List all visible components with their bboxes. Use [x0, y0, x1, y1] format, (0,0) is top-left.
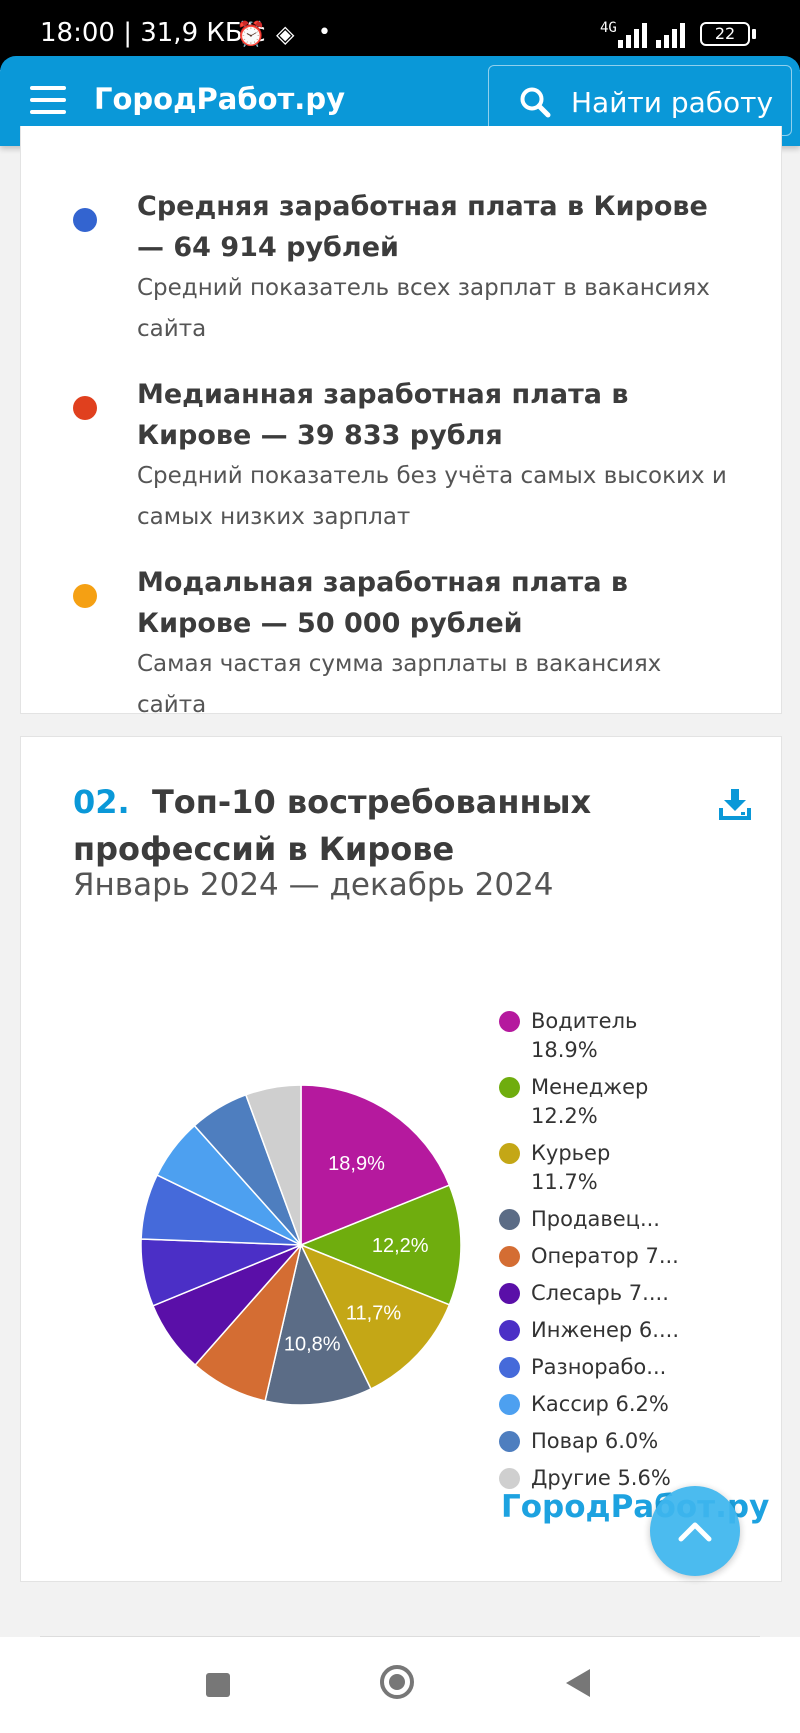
legend-swatch	[499, 1143, 520, 1164]
legend-value: 12.2%	[531, 1104, 598, 1128]
find-job-label: Найти работу	[571, 86, 774, 119]
network-type: 4G	[600, 20, 617, 36]
legend-swatch	[499, 1011, 520, 1032]
legend-item[interactable]: Слесарь 7....	[499, 1279, 739, 1308]
legend-item[interactable]: Курьер 11.7%	[499, 1139, 739, 1197]
pie-slice[interactable]	[244, 1085, 302, 1246]
top-professions-card: 02. Топ-10 востребованных профессий в Ки…	[20, 736, 782, 1582]
legend-swatch	[499, 1283, 520, 1304]
pie-slice[interactable]	[264, 1242, 372, 1405]
stat-average-desc: Средний показатель всех зарплат в ваканс…	[137, 275, 710, 342]
stat-dot-mode	[73, 584, 97, 608]
legend-label: Оператор 7...	[531, 1244, 679, 1268]
system-nav-bar	[0, 1637, 800, 1733]
legend-value: 18.9%	[531, 1038, 598, 1062]
menu-icon[interactable]	[30, 86, 66, 116]
chevron-up-icon	[678, 1522, 712, 1542]
stat-average-title: Средняя заработная плата в Кирове — 64 9…	[137, 191, 708, 263]
legend-swatch	[499, 1468, 520, 1489]
section-title: 02. Топ-10 востребованных профессий в Ки…	[73, 779, 673, 873]
legend-swatch	[499, 1394, 520, 1415]
scroll-top-button[interactable]	[650, 1486, 740, 1576]
legend-label: Курьер	[531, 1141, 611, 1165]
notification-dot-icon: •	[318, 20, 331, 45]
legend-swatch	[499, 1077, 520, 1098]
download-icon[interactable]	[719, 787, 751, 821]
legend-value: 11.7%	[531, 1170, 598, 1194]
stat-median-title: Медианная заработная плата в Кирове — 39…	[137, 379, 629, 451]
section-subtitle: Январь 2024 — декабрь 2024	[73, 867, 554, 903]
pie-slice[interactable]	[298, 1184, 461, 1306]
legend-item[interactable]: Менеджер 12.2%	[499, 1073, 739, 1131]
legend-label: Продавец...	[531, 1207, 660, 1231]
stat-mode-title: Модальная заработная плата в Кирове — 50…	[137, 567, 629, 639]
legend-item[interactable]: Повар 6.0%	[499, 1427, 739, 1456]
recents-button[interactable]	[206, 1673, 230, 1697]
stat-dot-average	[73, 208, 97, 232]
brand-logo[interactable]: ГородРабот.ру	[94, 82, 345, 116]
legend-label: Менеджер	[531, 1075, 649, 1099]
stat-median-desc: Средний показатель без учёта самых высок…	[137, 463, 727, 530]
legend-label: Слесарь 7....	[531, 1281, 669, 1305]
divider	[40, 1636, 760, 1637]
battery-icon: 22	[700, 22, 750, 46]
search-icon	[520, 87, 551, 118]
legend-label: Повар 6.0%	[531, 1429, 659, 1453]
find-job-button[interactable]: Найти работу	[488, 65, 792, 136]
legend-item[interactable]: Водитель 18.9%	[499, 1007, 739, 1065]
legend-item[interactable]: Кассир 6.2%	[499, 1390, 739, 1419]
pie-slice[interactable]	[300, 1085, 451, 1247]
section-number: 02.	[73, 783, 130, 821]
signal-icon	[618, 23, 647, 48]
pie-slice-label: 18,9%	[328, 1153, 385, 1175]
legend-swatch	[499, 1431, 520, 1452]
legend-item[interactable]: Другие 5.6%	[499, 1464, 739, 1493]
legend-label: Водитель	[531, 1009, 638, 1033]
legend-item[interactable]: Разнорабо...	[499, 1353, 739, 1382]
pie-chart: 18,9% 12,2% 11,7%10,8%	[141, 1085, 461, 1405]
legend-swatch	[499, 1209, 520, 1230]
battery-tip	[752, 29, 756, 39]
legend-item[interactable]: Инженер 6....	[499, 1316, 739, 1345]
salary-stats-card: Средняя заработная плата в Кирове — 64 9…	[20, 126, 782, 718]
pie-slice[interactable]	[299, 1243, 451, 1390]
legend-label: Разнорабо...	[531, 1355, 667, 1379]
pie-slice-label: 11,7%	[346, 1303, 401, 1325]
legend-label: Кассир 6.2%	[531, 1392, 669, 1416]
legend-item[interactable]: Оператор 7...	[499, 1242, 739, 1271]
home-button[interactable]	[380, 1665, 414, 1699]
pie-slice-label: 10,8%	[284, 1334, 341, 1356]
pie-slice-label: 12,2%	[372, 1235, 429, 1257]
signal-icon	[656, 23, 685, 48]
legend-item[interactable]: Продавец...	[499, 1205, 739, 1234]
stat-mode-desc: Самая частая сумма зарплаты в вакансиях …	[137, 651, 662, 718]
back-button[interactable]	[566, 1669, 590, 1697]
layers-icon: ◈	[276, 20, 295, 48]
alarm-icon: ⏰	[236, 20, 266, 48]
legend-label: Инженер 6....	[531, 1318, 679, 1342]
legend-swatch	[499, 1246, 520, 1267]
section-title-text: Топ-10 востребованных профессий в Кирове	[73, 783, 592, 868]
legend-swatch	[499, 1357, 520, 1378]
legend-swatch	[499, 1320, 520, 1341]
legend-label: Другие 5.6%	[531, 1466, 671, 1490]
chart-legend: Водитель 18.9% Менеджер 12.2% Курьер 11.7% Про…	[499, 1007, 739, 1501]
status-time: 18:00 | 31,9 КБ/с	[40, 18, 266, 48]
stat-dot-median	[73, 396, 97, 420]
